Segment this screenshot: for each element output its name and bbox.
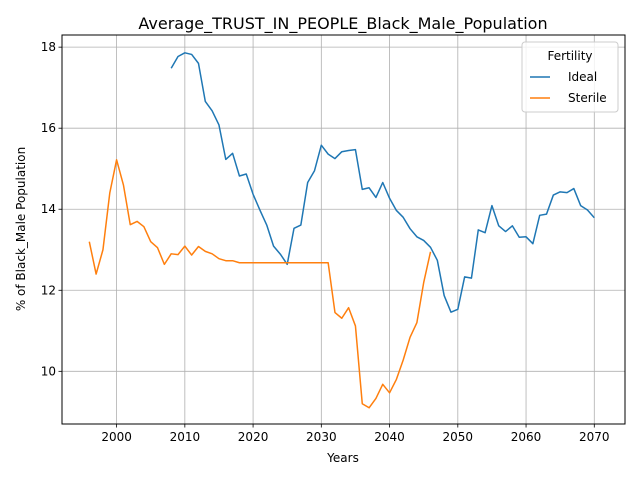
y-tick-label: 18 <box>41 40 56 54</box>
legend: Fertility Ideal Sterile <box>521 41 619 113</box>
x-tick-label: 2060 <box>511 430 542 444</box>
y-tick-label: 10 <box>41 364 56 378</box>
y-tick-label: 14 <box>41 202 56 216</box>
legend-box <box>521 41 619 113</box>
y-tick-label: 12 <box>41 283 56 297</box>
x-tick-label: 2050 <box>443 430 474 444</box>
x-tick-label: 2070 <box>579 430 610 444</box>
legend-label-sterile: Sterile <box>568 91 607 105</box>
x-tick-label: 2020 <box>238 430 269 444</box>
series-lines <box>88 52 595 409</box>
legend-title: Fertility <box>547 49 592 63</box>
y-tick-label: 16 <box>41 121 56 135</box>
x-tick-label: 2010 <box>170 430 201 444</box>
x-tick-label: 2040 <box>374 430 405 444</box>
x-tick-label: 2030 <box>306 430 337 444</box>
axis-ticks: 2000 2010 2020 2030 2040 2050 2060 2070 10 12 14 16… <box>41 40 610 444</box>
y-axis-label: % of Black_Male Population <box>14 147 28 311</box>
series-line-ideal <box>170 52 595 313</box>
x-tick-label: 2000 <box>101 430 132 444</box>
series-line-sterile <box>88 159 432 409</box>
x-axis-label: Years <box>326 451 359 465</box>
plot-frame <box>61 34 626 425</box>
chart-title: Average_TRUST_IN_PEOPLE_Black_Male_Popul… <box>138 14 547 34</box>
legend-label-ideal: Ideal <box>568 70 597 84</box>
